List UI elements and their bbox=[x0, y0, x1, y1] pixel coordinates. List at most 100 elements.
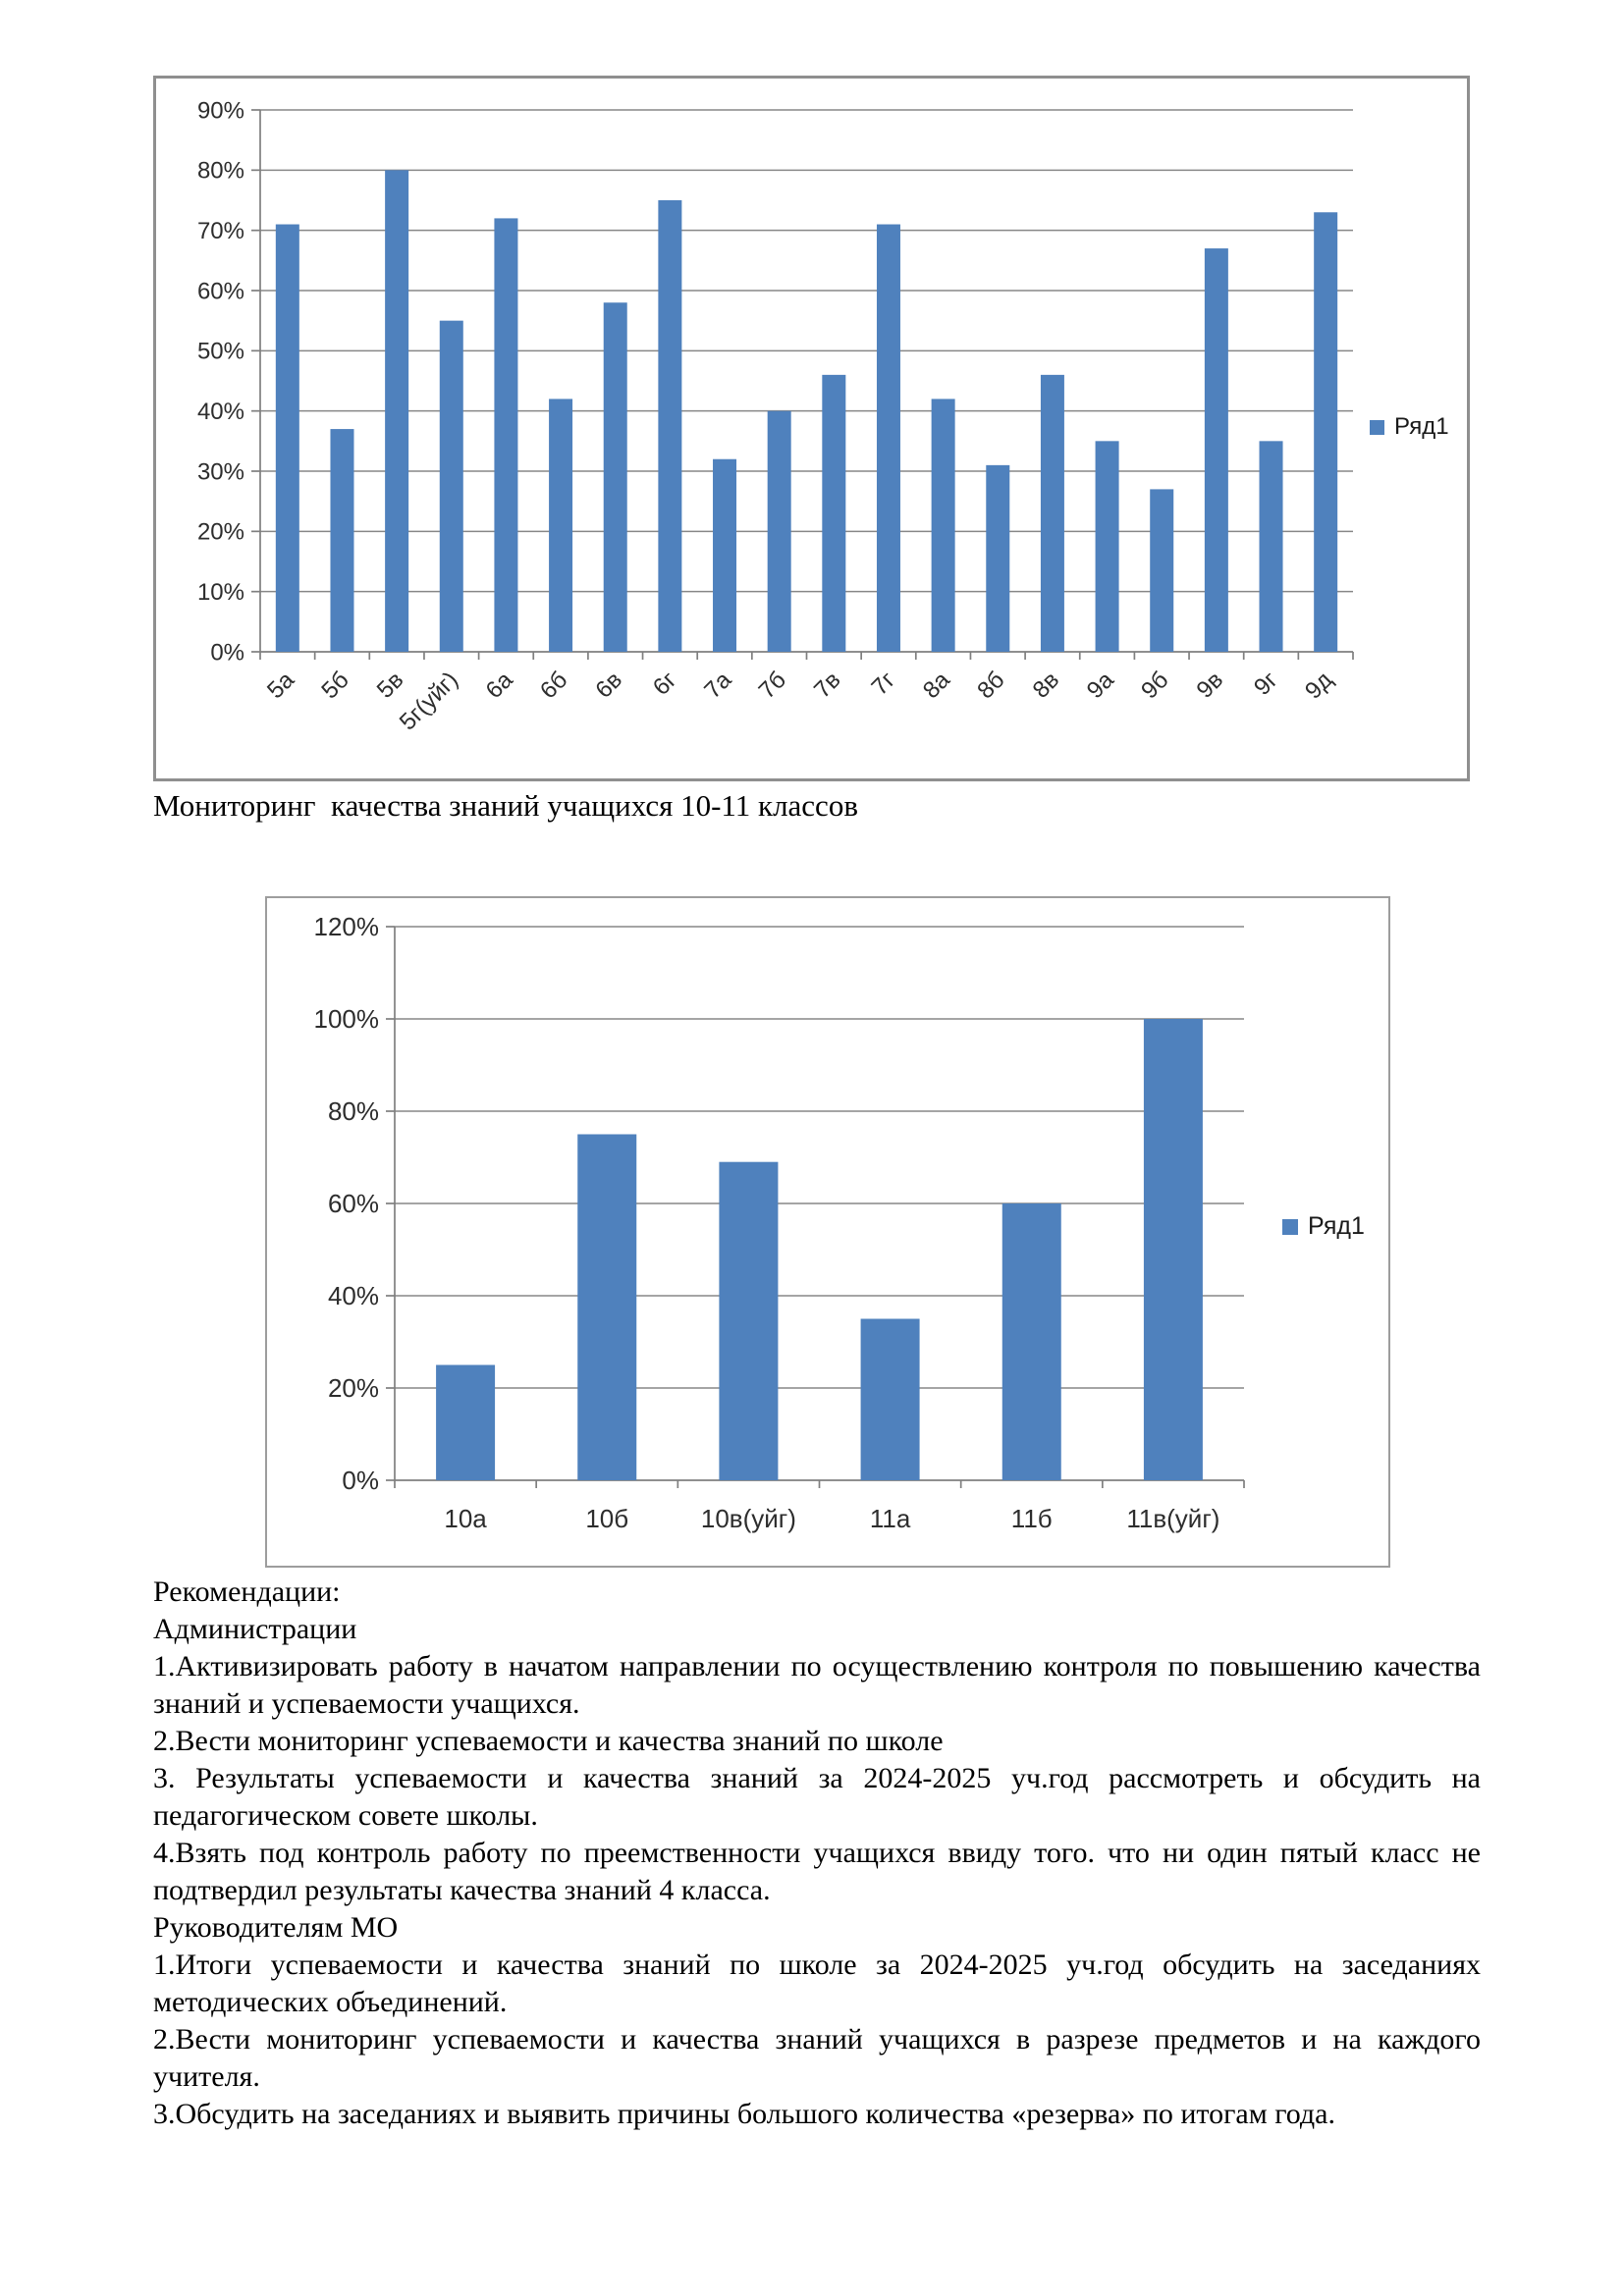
x-tick-label: 6в bbox=[590, 667, 627, 704]
y-tick-label: 70% bbox=[197, 218, 244, 244]
x-tick-label: 6г bbox=[648, 667, 682, 701]
bar-6г bbox=[658, 200, 682, 652]
bar-9г bbox=[1259, 441, 1283, 652]
y-tick-label: 30% bbox=[197, 458, 244, 485]
bar-7в bbox=[822, 374, 846, 652]
admin-item-2: 2.Вести мониторинг успеваемости и качест… bbox=[153, 1725, 944, 1757]
bar-10в(уйг) bbox=[719, 1161, 779, 1480]
x-tick-label: 7в bbox=[809, 667, 846, 704]
x-tick-label: 5а bbox=[262, 667, 299, 704]
quality-chart-grades-5-9: 0% 10% 20% 30% 40% 50% 60% 70% 80% 90% 5а 5б 5в 5г(уй… bbox=[153, 76, 1470, 781]
bar-8в bbox=[1040, 374, 1064, 652]
bar-9д bbox=[1314, 212, 1338, 652]
bar-5в bbox=[385, 170, 409, 652]
x-tick-label: 5г(уйг) bbox=[395, 667, 463, 735]
x-tick-label: 9д bbox=[1300, 667, 1337, 704]
x-tick-label: 5б bbox=[316, 667, 353, 704]
admin-item-3: 3. Результаты успеваемости и качества зн… bbox=[153, 1762, 1481, 1832]
x-tick-label: 9а bbox=[1082, 667, 1119, 704]
y-tick-label: 0% bbox=[342, 1466, 379, 1495]
x-tick-label: 10б bbox=[585, 1504, 628, 1533]
y-tick-label: 60% bbox=[197, 278, 244, 304]
bars bbox=[436, 1019, 1203, 1480]
audience-mo-leaders: Руководителям МО bbox=[153, 1911, 399, 1944]
bar-8а bbox=[931, 399, 955, 652]
legend: Ряд1 bbox=[1282, 1212, 1365, 1240]
gridlines bbox=[260, 109, 1353, 593]
bar-5а bbox=[275, 224, 299, 653]
bar-chart-grades-5-9: 0% 10% 20% 30% 40% 50% 60% 70% 80% 90% 5а 5б 5в5г(уй… bbox=[197, 97, 1449, 735]
admin-item-1: 1.Активизировать работу в начатом направ… bbox=[153, 1650, 1481, 1720]
bar-9б bbox=[1150, 489, 1174, 652]
x-tick-label: 7г bbox=[866, 667, 900, 701]
bar-6а bbox=[494, 218, 518, 652]
bar-11б bbox=[1001, 1203, 1061, 1480]
bar-6в bbox=[603, 302, 627, 652]
y-tick-label: 50% bbox=[197, 339, 244, 365]
x-tick-label: 10в(уйг) bbox=[701, 1504, 796, 1533]
y-tick-label: 100% bbox=[314, 1004, 380, 1034]
bar-10а bbox=[436, 1364, 496, 1480]
y-tick-label: 10% bbox=[197, 579, 244, 606]
x-tick-label: 9в bbox=[1192, 667, 1229, 704]
y-tick-label: 80% bbox=[328, 1096, 379, 1126]
bar-5г(уйг) bbox=[439, 320, 463, 652]
x-tick-label: 7б bbox=[754, 667, 791, 704]
x-tick-label: 8б bbox=[972, 667, 1009, 704]
recommendations-block: Рекомендации: Администрации 1.Активизиро… bbox=[153, 1574, 1481, 2133]
bar-6б bbox=[549, 399, 573, 652]
bar-5б bbox=[330, 429, 354, 652]
admin-item-4: 4.Взять под контроль работу по преемстве… bbox=[153, 1837, 1481, 1906]
bar-7г bbox=[876, 224, 900, 653]
bar-7б bbox=[767, 410, 791, 652]
x-tick-label: 10а bbox=[444, 1504, 487, 1533]
legend-marker bbox=[1370, 420, 1384, 435]
bar-11в(уйг) bbox=[1143, 1019, 1203, 1480]
x-tick-label: 9б bbox=[1136, 667, 1173, 704]
x-tick-label: 6б bbox=[535, 667, 572, 704]
x-tick-label: 5в bbox=[372, 667, 409, 704]
legend-marker bbox=[1282, 1219, 1298, 1235]
y-axis: 0% 10% 20% 30% 40% 50% 60% 70% 80% 90% bbox=[197, 97, 261, 666]
mo-item-1: 1.Итоги успеваемости и качества знаний п… bbox=[153, 1949, 1481, 2018]
x-tick-label: 7а bbox=[699, 667, 736, 704]
gridlines bbox=[395, 926, 1244, 1389]
legend-label: Ряд1 bbox=[1308, 1212, 1365, 1240]
x-tick-label: 8а bbox=[918, 667, 955, 704]
bar-11а bbox=[860, 1318, 920, 1480]
y-tick-label: 90% bbox=[197, 97, 244, 124]
audience-administration: Администрации bbox=[153, 1613, 357, 1645]
y-tick-label: 80% bbox=[197, 158, 244, 185]
y-tick-label: 40% bbox=[328, 1281, 379, 1310]
bars bbox=[275, 170, 1338, 653]
x-tick-label: 11б bbox=[1011, 1504, 1053, 1533]
x-axis: 10а 10б 10в(уйг) 11а 11б 11в(уйг) bbox=[394, 1479, 1245, 1533]
x-tick-label: 11в(уйг) bbox=[1126, 1504, 1219, 1533]
recommendations-title: Рекомендации: bbox=[153, 1575, 341, 1608]
legend-label: Ряд1 bbox=[1394, 413, 1449, 440]
bar-8б bbox=[986, 464, 1010, 652]
bar-7а bbox=[713, 458, 737, 652]
mo-item-2: 2.Вести мониторинг успеваемости и качест… bbox=[153, 2023, 1481, 2093]
bar-9в bbox=[1204, 248, 1228, 653]
x-tick-label: 11а bbox=[870, 1504, 911, 1533]
y-axis: 0% 20% 40% 60% 80% 100% 120% bbox=[314, 912, 396, 1495]
x-tick-label: 8в bbox=[1028, 667, 1065, 704]
chart-caption-10-11: Мониторинг качества знаний учащихся 10-1… bbox=[153, 788, 858, 823]
y-tick-label: 20% bbox=[328, 1373, 379, 1403]
x-tick-label: 6а bbox=[481, 667, 518, 704]
bar-9а bbox=[1095, 441, 1119, 652]
y-tick-label: 60% bbox=[328, 1189, 379, 1218]
quality-chart-grades-10-11: 0% 20% 40% 60% 80% 100% 120% 10а 10б 10в(уйг) 11а 1… bbox=[265, 896, 1390, 1568]
y-tick-label: 120% bbox=[314, 912, 380, 941]
y-tick-label: 20% bbox=[197, 519, 244, 546]
bar-chart-grades-10-11: 0%20%40%60%80%100%120%10а 10б 10в(уйг) 11а 1… bbox=[314, 912, 1365, 1533]
bar-10б bbox=[577, 1134, 637, 1480]
y-tick-label: 40% bbox=[197, 399, 244, 425]
x-tick-label: 9г bbox=[1249, 667, 1283, 701]
mo-item-3: 3.Обсудить на заседаниях и выявить причи… bbox=[153, 2098, 1335, 2130]
legend: Ряд1 bbox=[1370, 413, 1449, 440]
y-tick-label: 0% bbox=[210, 639, 244, 666]
